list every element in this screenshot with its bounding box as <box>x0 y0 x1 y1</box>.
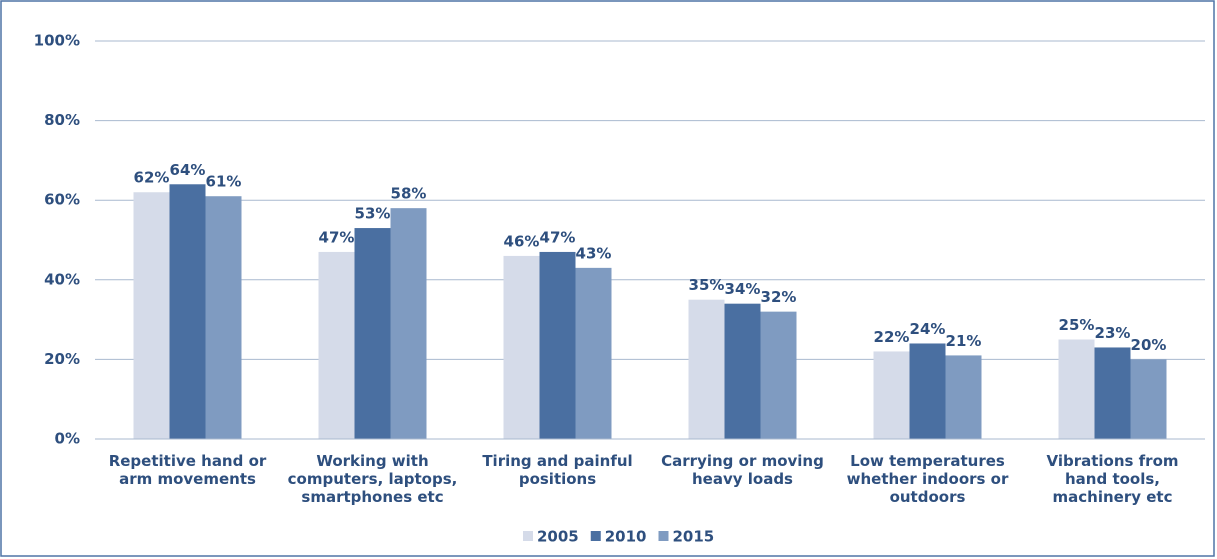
x-tick-label: Low temperatures whether indoors or outdoo… <box>847 452 1009 506</box>
x-tick-line: machinery etc <box>1053 488 1173 506</box>
bar <box>1058 339 1095 439</box>
x-tick-line: Low temperatures <box>850 452 1005 470</box>
bar <box>354 228 391 439</box>
bar <box>503 255 540 439</box>
data-label: 21% <box>946 332 982 350</box>
bar <box>169 184 206 439</box>
data-label: 22% <box>874 328 910 346</box>
bar <box>688 299 725 439</box>
y-tick-label: 60% <box>44 191 80 209</box>
x-tick-line: outdoors <box>890 488 966 506</box>
y-tick-label: 80% <box>44 111 80 129</box>
x-tick-line: smartphones etc <box>301 488 443 506</box>
data-label: 61% <box>206 173 242 191</box>
bar <box>1130 359 1167 439</box>
x-tick-label: Working with computers, laptops, smartphon… <box>288 452 458 506</box>
data-label: 34% <box>725 280 761 298</box>
data-label: 62% <box>134 169 170 187</box>
legend-label: 2005 <box>537 528 579 546</box>
data-label: 23% <box>1095 324 1131 342</box>
data-label: 47% <box>540 228 576 246</box>
y-tick-label: 100% <box>34 32 80 50</box>
bar <box>390 208 427 439</box>
legend-swatch <box>523 531 533 541</box>
data-label: 25% <box>1059 316 1095 334</box>
data-label: 46% <box>504 232 540 250</box>
data-label: 20% <box>1131 336 1167 354</box>
bar <box>873 351 910 439</box>
bar <box>133 192 170 439</box>
bar <box>945 355 982 439</box>
legend-swatch <box>658 531 669 541</box>
data-label: 53% <box>355 205 391 223</box>
data-label: 35% <box>689 276 725 294</box>
x-tick-line: Tiring and painful <box>482 452 632 470</box>
data-label: 43% <box>576 244 612 262</box>
x-tick-line: computers, laptops, <box>288 470 458 488</box>
bar <box>909 343 946 439</box>
x-tick-label: Vibrations from hand tools, machinery etc <box>1046 452 1178 506</box>
x-tick-label: Repetitive hand or arm movements <box>109 452 267 488</box>
x-tick-line: Carrying or moving <box>661 452 824 470</box>
x-tick-label: Tiring and painful positions <box>482 452 632 488</box>
x-tick-line: Repetitive hand or <box>109 452 267 470</box>
x-tick-label: Carrying or moving heavy loads <box>661 452 824 488</box>
x-tick-line: hand tools, <box>1065 470 1160 488</box>
x-tick-line: Vibrations from <box>1046 452 1178 470</box>
bar <box>724 303 761 439</box>
bar <box>575 267 612 439</box>
bar <box>205 196 242 439</box>
x-tick-line: arm movements <box>119 470 256 488</box>
y-tick-label: 20% <box>44 350 80 368</box>
x-tick-line: heavy loads <box>692 470 793 488</box>
bar <box>1094 347 1131 439</box>
data-label: 64% <box>170 161 206 179</box>
y-tick-label: 0% <box>55 430 80 448</box>
legend-label: 2015 <box>673 528 715 546</box>
data-label: 58% <box>391 185 427 203</box>
bar <box>318 251 355 439</box>
legend-swatch <box>590 531 601 541</box>
x-tick-line: whether indoors or <box>847 470 1009 488</box>
x-tick-line: positions <box>519 470 596 488</box>
bar <box>760 311 797 439</box>
y-tick-label: 40% <box>44 270 80 288</box>
data-label: 24% <box>910 320 946 338</box>
data-label: 47% <box>319 228 355 246</box>
legend-label: 2010 <box>605 528 647 546</box>
bar <box>539 251 576 439</box>
x-tick-line: Working with <box>316 452 428 470</box>
data-label: 32% <box>761 288 797 306</box>
